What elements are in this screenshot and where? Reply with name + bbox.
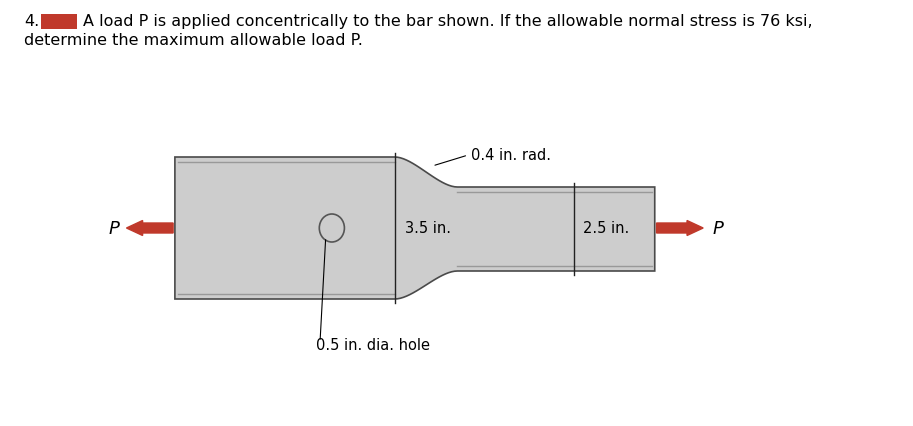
FancyArrow shape: [656, 221, 703, 236]
Text: determine the maximum allowable load P.: determine the maximum allowable load P.: [25, 33, 363, 48]
Text: 0.5 in. dia. hole: 0.5 in. dia. hole: [316, 337, 430, 352]
Text: 0.4 in. rad.: 0.4 in. rad.: [471, 148, 551, 163]
Text: 3.5 in.: 3.5 in.: [405, 221, 451, 236]
Text: P: P: [109, 219, 120, 237]
Text: 2.5 in.: 2.5 in.: [583, 221, 629, 236]
Text: A load P is applied concentrically to the bar shown. If the allowable normal str: A load P is applied concentrically to th…: [83, 14, 813, 29]
Text: 4.: 4.: [25, 14, 39, 29]
Text: P: P: [712, 219, 723, 237]
FancyArrow shape: [127, 221, 173, 236]
Bar: [41, 15, 77, 30]
Polygon shape: [175, 158, 655, 299]
